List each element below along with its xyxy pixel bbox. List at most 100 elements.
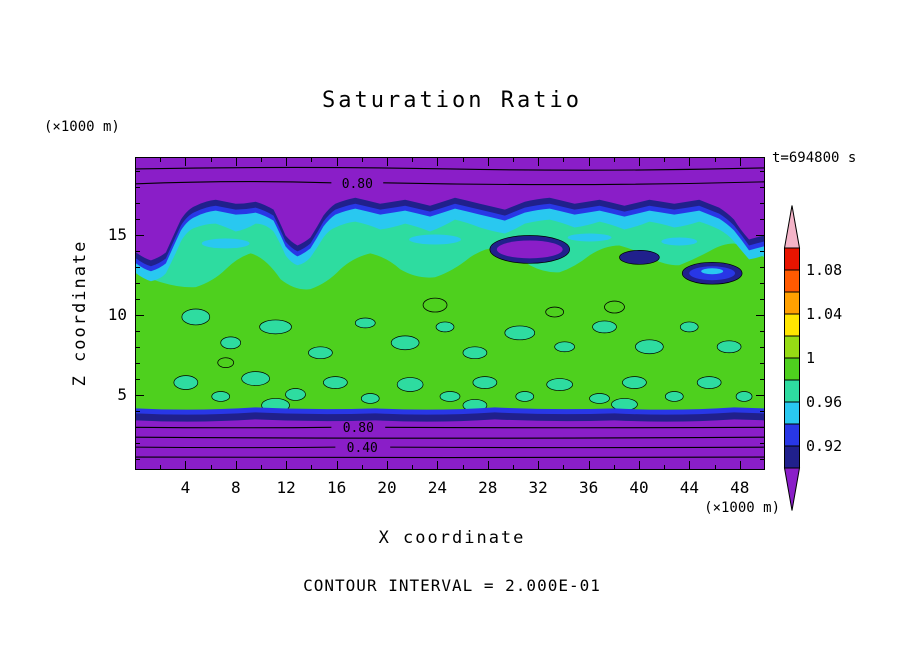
colorbar-segment: [784, 269, 800, 293]
colorbar-segment: [784, 247, 800, 271]
colorbar-top-arrow: [783, 205, 801, 249]
tick-mark: [664, 158, 665, 162]
tick-mark: [211, 158, 212, 162]
colorbar-segment: [784, 357, 800, 381]
tick-mark: [760, 299, 764, 300]
tick-mark: [160, 158, 161, 162]
tick-mark: [689, 158, 690, 166]
tick-mark: [760, 347, 764, 348]
tick-mark: [387, 158, 388, 166]
tick-mark: [136, 411, 140, 412]
contour-field: 0.80 0.80 0.40: [136, 158, 764, 469]
x-tick-label: 12: [276, 478, 296, 497]
tick-mark: [513, 158, 514, 162]
tick-mark: [185, 158, 186, 166]
x-tick-label: 28: [478, 478, 498, 497]
colorbar-segment: [784, 291, 800, 315]
tick-mark: [136, 331, 140, 332]
tick-mark: [311, 465, 312, 469]
colorbar-tick-label: 0.96: [806, 393, 843, 411]
tick-mark: [136, 443, 140, 444]
tick-mark: [760, 411, 764, 412]
x-axis-unit-label: (×1000 m): [704, 500, 780, 516]
tick-mark: [136, 235, 144, 236]
tick-mark: [756, 395, 764, 396]
tick-mark: [362, 158, 363, 162]
tick-mark: [362, 465, 363, 469]
x-tick-label: 48: [730, 478, 750, 497]
tick-mark: [563, 465, 564, 469]
tick-mark: [160, 465, 161, 469]
tick-mark: [337, 158, 338, 166]
tick-mark: [437, 461, 438, 469]
tick-mark: [311, 158, 312, 162]
x-tick-label: 44: [679, 478, 700, 497]
colorbar-tick-label: 1: [806, 349, 816, 367]
tick-mark: [756, 235, 764, 236]
tick-mark: [136, 395, 144, 396]
tick-mark: [760, 267, 764, 268]
purple-patch: [496, 240, 563, 259]
x-axis-label: X coordinate: [378, 528, 526, 548]
contour-label-lower-040: 0.40: [347, 441, 378, 456]
y-axis-unit-label: (×1000 m): [44, 119, 120, 135]
tick-mark: [463, 158, 464, 162]
x-tick-label: 40: [629, 478, 649, 497]
y-tick-label: 15: [107, 225, 127, 244]
tick-mark: [614, 465, 615, 469]
tick-mark: [740, 461, 741, 469]
tick-mark: [337, 461, 338, 469]
tick-mark: [488, 461, 489, 469]
x-tick-label: 16: [326, 478, 347, 497]
tick-mark: [437, 158, 438, 166]
cyan-lens: [661, 237, 698, 246]
tick-mark: [538, 158, 539, 166]
colorbar-tick-label: 1.08: [806, 261, 843, 279]
tick-mark: [136, 363, 140, 364]
plot-area: 0.80 0.80 0.40: [135, 157, 765, 470]
tick-mark: [760, 251, 764, 252]
tick-mark: [136, 347, 140, 348]
tick-mark: [614, 158, 615, 162]
lower-purple-band: [136, 419, 764, 469]
cyan-lens: [567, 233, 612, 242]
tick-mark: [136, 203, 140, 204]
tick-mark: [760, 363, 764, 364]
tick-mark: [136, 283, 140, 284]
contour-label-lower-080: 0.80: [343, 421, 374, 436]
colorbar-segment: [784, 313, 800, 337]
tick-mark: [412, 158, 413, 162]
teal-plume-patches: [173, 297, 753, 413]
caption-contour-interval: CONTOUR INTERVAL = 2.000E-01: [303, 576, 601, 595]
tick-mark: [261, 158, 262, 162]
tick-mark: [136, 299, 140, 300]
cyan-lens: [701, 268, 724, 275]
tick-mark: [760, 379, 764, 380]
colorbar-bottom-arrow: [783, 467, 801, 511]
tick-mark: [563, 158, 564, 162]
colorbar-segment: [784, 401, 800, 425]
tick-mark: [261, 465, 262, 469]
tick-mark: [760, 427, 764, 428]
y-tick-label: 5: [117, 385, 127, 404]
colorbar-svg: [783, 205, 801, 511]
tick-mark: [286, 158, 287, 166]
tick-mark: [538, 461, 539, 469]
navy-lens: [619, 250, 660, 265]
tick-mark: [136, 251, 140, 252]
tick-mark: [760, 283, 764, 284]
tick-mark: [689, 461, 690, 469]
x-tick-label: 4: [180, 478, 191, 497]
line-contours: [136, 166, 764, 459]
tick-mark: [136, 219, 140, 220]
tick-mark: [760, 331, 764, 332]
time-annotation: t=694800 s: [772, 150, 857, 166]
cyan-lens: [409, 234, 461, 245]
contour-label-upper-080: 0.80: [342, 177, 373, 192]
colorbar: [783, 205, 801, 511]
tick-mark: [760, 219, 764, 220]
tick-mark: [488, 158, 489, 166]
tick-mark: [136, 315, 144, 316]
tick-mark: [211, 465, 212, 469]
